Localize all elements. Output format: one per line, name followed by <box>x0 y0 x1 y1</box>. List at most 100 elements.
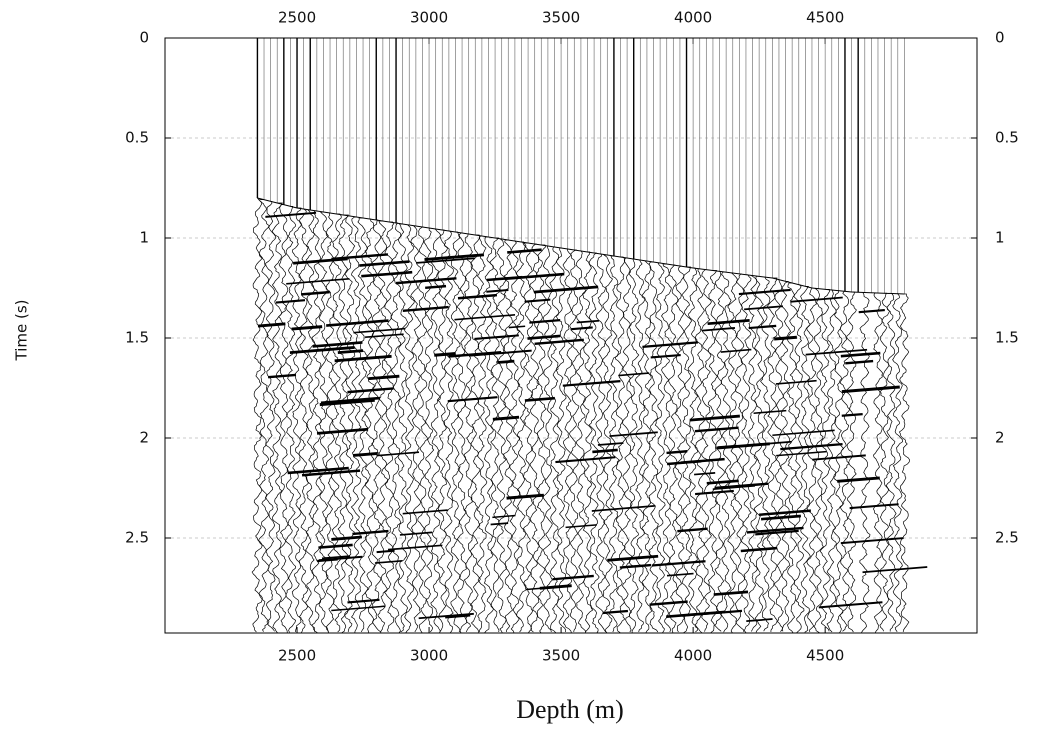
trace-wiggle <box>377 220 388 634</box>
reflector <box>845 359 874 365</box>
trace-wiggle <box>450 231 462 633</box>
trace-wiggle <box>390 222 402 634</box>
reflector <box>347 387 394 394</box>
reflector <box>607 554 659 562</box>
reflector <box>759 509 811 516</box>
reflector <box>841 412 863 417</box>
trace-wiggle <box>325 212 336 634</box>
reflector <box>552 574 594 581</box>
reflector <box>301 469 361 477</box>
trace-wiggle <box>767 277 778 633</box>
reflector <box>347 598 380 604</box>
trace-wiggle <box>536 244 547 634</box>
trace-wiggle <box>733 273 745 632</box>
reflector <box>649 600 688 606</box>
reflector <box>301 290 330 296</box>
trace-wiggle <box>410 225 422 633</box>
reflector <box>841 385 900 394</box>
reflector <box>331 605 386 612</box>
reflector <box>445 614 471 619</box>
reflector <box>454 314 516 321</box>
trace-wiggle <box>668 264 679 634</box>
reflector <box>533 285 599 294</box>
reflector <box>292 257 348 265</box>
reflector <box>695 489 734 496</box>
reflector <box>387 544 443 551</box>
reflector <box>689 414 740 422</box>
reflector <box>592 448 618 454</box>
reflector <box>849 503 899 510</box>
trace-wiggle <box>634 259 646 633</box>
reflector <box>416 257 475 264</box>
trace-wiggle <box>720 271 732 633</box>
trace-wiggle <box>615 256 627 634</box>
reflector <box>570 326 593 331</box>
reflector <box>492 415 520 421</box>
trace-wiggle <box>813 288 824 633</box>
reflector <box>746 526 804 534</box>
trace-wiggle <box>509 240 521 634</box>
trace-wiggle <box>423 227 435 633</box>
trace-wiggle <box>496 238 507 634</box>
reflector <box>508 325 526 329</box>
reflector <box>286 277 350 285</box>
reflector <box>448 351 502 358</box>
trace-wiggle <box>522 242 534 634</box>
reflector <box>576 319 600 324</box>
reflector <box>805 348 868 356</box>
reflector <box>714 482 769 490</box>
reflector <box>840 537 904 545</box>
x-tick-label: 3000 <box>410 647 448 665</box>
trace-wiggle <box>291 207 303 633</box>
y-tick-label: 2 <box>995 429 1005 447</box>
trace-wiggle <box>350 216 362 634</box>
x-axis-title: Depth (m) <box>516 695 624 724</box>
trace-wiggle <box>872 292 883 634</box>
reflector <box>565 524 597 529</box>
trace-wiggle <box>621 257 633 633</box>
y-tick-label: 1.5 <box>125 329 149 347</box>
trace-wiggle <box>364 218 376 634</box>
trace-wiggle <box>661 263 673 633</box>
trace-wiggle <box>582 251 594 633</box>
y-tick-label: 0 <box>139 29 149 47</box>
trace-wiggle <box>443 230 454 634</box>
plot-frame <box>164 37 978 634</box>
reflector <box>399 531 433 536</box>
trace-wiggle <box>331 213 342 633</box>
trace-wiggle <box>740 274 752 633</box>
y-tick-label: 0.5 <box>125 129 149 147</box>
y-tick-label: 2.5 <box>995 529 1019 547</box>
reflector <box>319 398 375 407</box>
reflector <box>527 334 561 340</box>
reflector <box>359 260 410 267</box>
reflector <box>434 352 456 357</box>
trace-wiggle <box>601 254 613 634</box>
reflector <box>331 535 362 541</box>
reflector <box>474 334 519 340</box>
reflector <box>775 379 817 385</box>
reflector <box>334 354 392 363</box>
trace-wiggle <box>786 282 798 634</box>
reflector <box>425 284 447 290</box>
trace-wiggle <box>251 197 263 633</box>
trace-wiggle <box>311 210 323 634</box>
reflector <box>858 309 885 314</box>
reflector <box>694 426 739 433</box>
reflector <box>265 211 317 218</box>
trace-wiggle <box>469 234 481 634</box>
reflector <box>562 379 621 387</box>
reflector <box>368 374 400 381</box>
reflector <box>812 454 866 461</box>
reflector <box>395 277 457 285</box>
reflector <box>326 319 389 327</box>
x-tick-label: 4500 <box>806 9 844 27</box>
trace-wiggle <box>780 280 792 632</box>
y-tick-label: 0.5 <box>995 129 1019 147</box>
x-tick-label: 4000 <box>674 9 712 27</box>
y-tick-label: 1 <box>995 229 1005 247</box>
traces <box>251 38 928 634</box>
reflector <box>597 442 624 446</box>
trace-wiggle <box>562 248 574 634</box>
trace-wiggle <box>648 261 659 633</box>
